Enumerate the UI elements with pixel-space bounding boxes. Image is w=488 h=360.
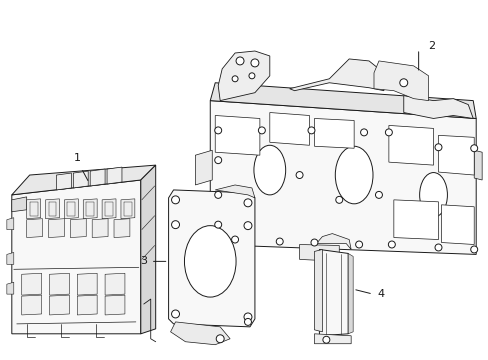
Polygon shape [45, 199, 60, 219]
Circle shape [335, 196, 342, 203]
Polygon shape [218, 51, 269, 100]
Polygon shape [27, 219, 42, 238]
Text: 4: 4 [376, 289, 383, 299]
Ellipse shape [253, 145, 285, 195]
Polygon shape [49, 295, 69, 315]
Polygon shape [215, 185, 254, 198]
Polygon shape [373, 61, 427, 100]
Circle shape [355, 241, 362, 248]
Polygon shape [102, 199, 116, 219]
Circle shape [244, 319, 251, 325]
Polygon shape [168, 190, 254, 327]
Polygon shape [210, 100, 475, 255]
Polygon shape [121, 199, 135, 219]
Polygon shape [441, 205, 473, 244]
Polygon shape [269, 113, 309, 145]
Polygon shape [27, 199, 41, 219]
Polygon shape [314, 334, 350, 344]
Polygon shape [314, 118, 353, 148]
Circle shape [276, 238, 283, 245]
Polygon shape [105, 295, 124, 315]
Polygon shape [210, 83, 475, 118]
Circle shape [296, 172, 303, 179]
Polygon shape [7, 218, 14, 230]
Polygon shape [393, 200, 438, 239]
Text: 3: 3 [140, 256, 146, 266]
Circle shape [360, 129, 367, 136]
Circle shape [171, 196, 179, 204]
Polygon shape [170, 322, 230, 345]
Polygon shape [141, 165, 155, 334]
Polygon shape [49, 273, 69, 295]
Ellipse shape [335, 146, 372, 204]
Circle shape [216, 335, 224, 343]
Circle shape [232, 76, 238, 82]
Ellipse shape [184, 226, 236, 297]
Circle shape [231, 236, 238, 243]
Polygon shape [12, 180, 141, 334]
Circle shape [244, 199, 251, 207]
Circle shape [470, 246, 477, 253]
Circle shape [244, 313, 251, 321]
Polygon shape [438, 135, 473, 175]
Polygon shape [12, 165, 155, 195]
Polygon shape [77, 295, 97, 315]
Polygon shape [64, 199, 78, 219]
Circle shape [214, 221, 221, 228]
Polygon shape [83, 199, 97, 219]
Circle shape [375, 192, 382, 198]
Circle shape [214, 157, 221, 164]
Polygon shape [7, 282, 14, 294]
Circle shape [171, 221, 179, 229]
Circle shape [250, 59, 258, 67]
Ellipse shape [419, 172, 447, 217]
Circle shape [434, 244, 441, 251]
Polygon shape [114, 219, 130, 238]
Polygon shape [90, 169, 105, 186]
Circle shape [387, 241, 394, 248]
Polygon shape [316, 234, 350, 249]
Circle shape [399, 79, 407, 87]
Polygon shape [21, 273, 41, 295]
Text: 2: 2 [427, 41, 435, 51]
Polygon shape [77, 273, 97, 295]
Polygon shape [473, 150, 481, 180]
Circle shape [248, 73, 254, 79]
Polygon shape [319, 249, 347, 336]
Polygon shape [299, 244, 339, 261]
Circle shape [244, 222, 251, 230]
Circle shape [385, 129, 391, 136]
Circle shape [171, 310, 179, 318]
Polygon shape [289, 59, 383, 91]
Polygon shape [215, 116, 259, 155]
Circle shape [322, 336, 329, 343]
Circle shape [470, 145, 477, 152]
Polygon shape [7, 252, 14, 264]
Circle shape [307, 127, 314, 134]
Circle shape [434, 144, 441, 151]
Polygon shape [347, 253, 352, 334]
Polygon shape [314, 249, 322, 332]
Polygon shape [403, 96, 472, 118]
Polygon shape [107, 167, 122, 184]
Polygon shape [56, 173, 71, 190]
Polygon shape [70, 219, 86, 238]
Polygon shape [195, 150, 212, 185]
Polygon shape [388, 125, 433, 165]
Circle shape [214, 192, 221, 198]
Circle shape [310, 239, 317, 246]
Circle shape [258, 127, 265, 134]
Polygon shape [12, 197, 27, 212]
Polygon shape [105, 273, 124, 295]
Polygon shape [73, 171, 88, 188]
Text: 1: 1 [74, 153, 81, 163]
Polygon shape [92, 219, 108, 238]
Circle shape [236, 57, 244, 65]
Polygon shape [210, 235, 247, 261]
Polygon shape [48, 219, 64, 238]
Polygon shape [21, 295, 41, 315]
Circle shape [214, 127, 221, 134]
